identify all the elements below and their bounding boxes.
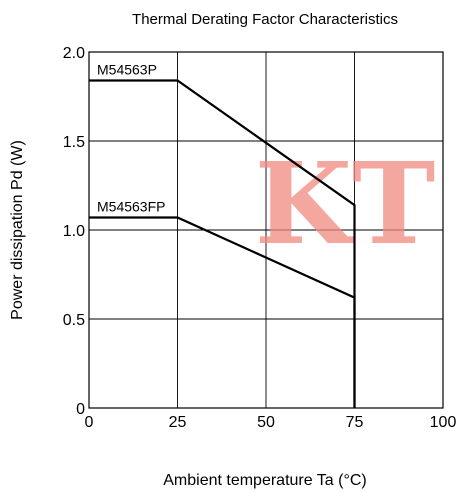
x-tick-label: 100: [430, 414, 457, 431]
series-line-m54563fp: [89, 216, 356, 408]
y-tick-label: 0: [76, 401, 85, 418]
series-layer: M54563P M54563FP: [89, 61, 356, 408]
watermark-logo: KT: [255, 139, 436, 270]
x-tick-label: 75: [346, 414, 364, 431]
series-label: M54563P: [97, 61, 157, 77]
chart-title: Thermal Derating Factor Characteristics: [132, 11, 398, 28]
x-tick-label: 0: [85, 414, 94, 431]
watermark-layer: KT: [255, 139, 436, 270]
y-axis-label: Power dissipation Pd (W): [9, 140, 26, 320]
x-tick-label: 50: [257, 414, 275, 431]
x-axis-label: Ambient temperature Ta (°C): [163, 472, 367, 489]
y-tick-label: 1.5: [63, 134, 85, 151]
series-label: M54563FP: [97, 199, 165, 215]
y-tick-label: 0.5: [63, 312, 85, 329]
x-tick-labels: 0 25 50 75 100: [85, 414, 457, 431]
x-tick-label: 25: [169, 414, 187, 431]
y-tick-labels: 0 0.5 1.0 1.5 2.0: [63, 45, 85, 418]
y-tick-label: 2.0: [63, 45, 85, 62]
plot-frame: [88, 51, 444, 409]
y-tick-label: 1.0: [63, 223, 85, 240]
